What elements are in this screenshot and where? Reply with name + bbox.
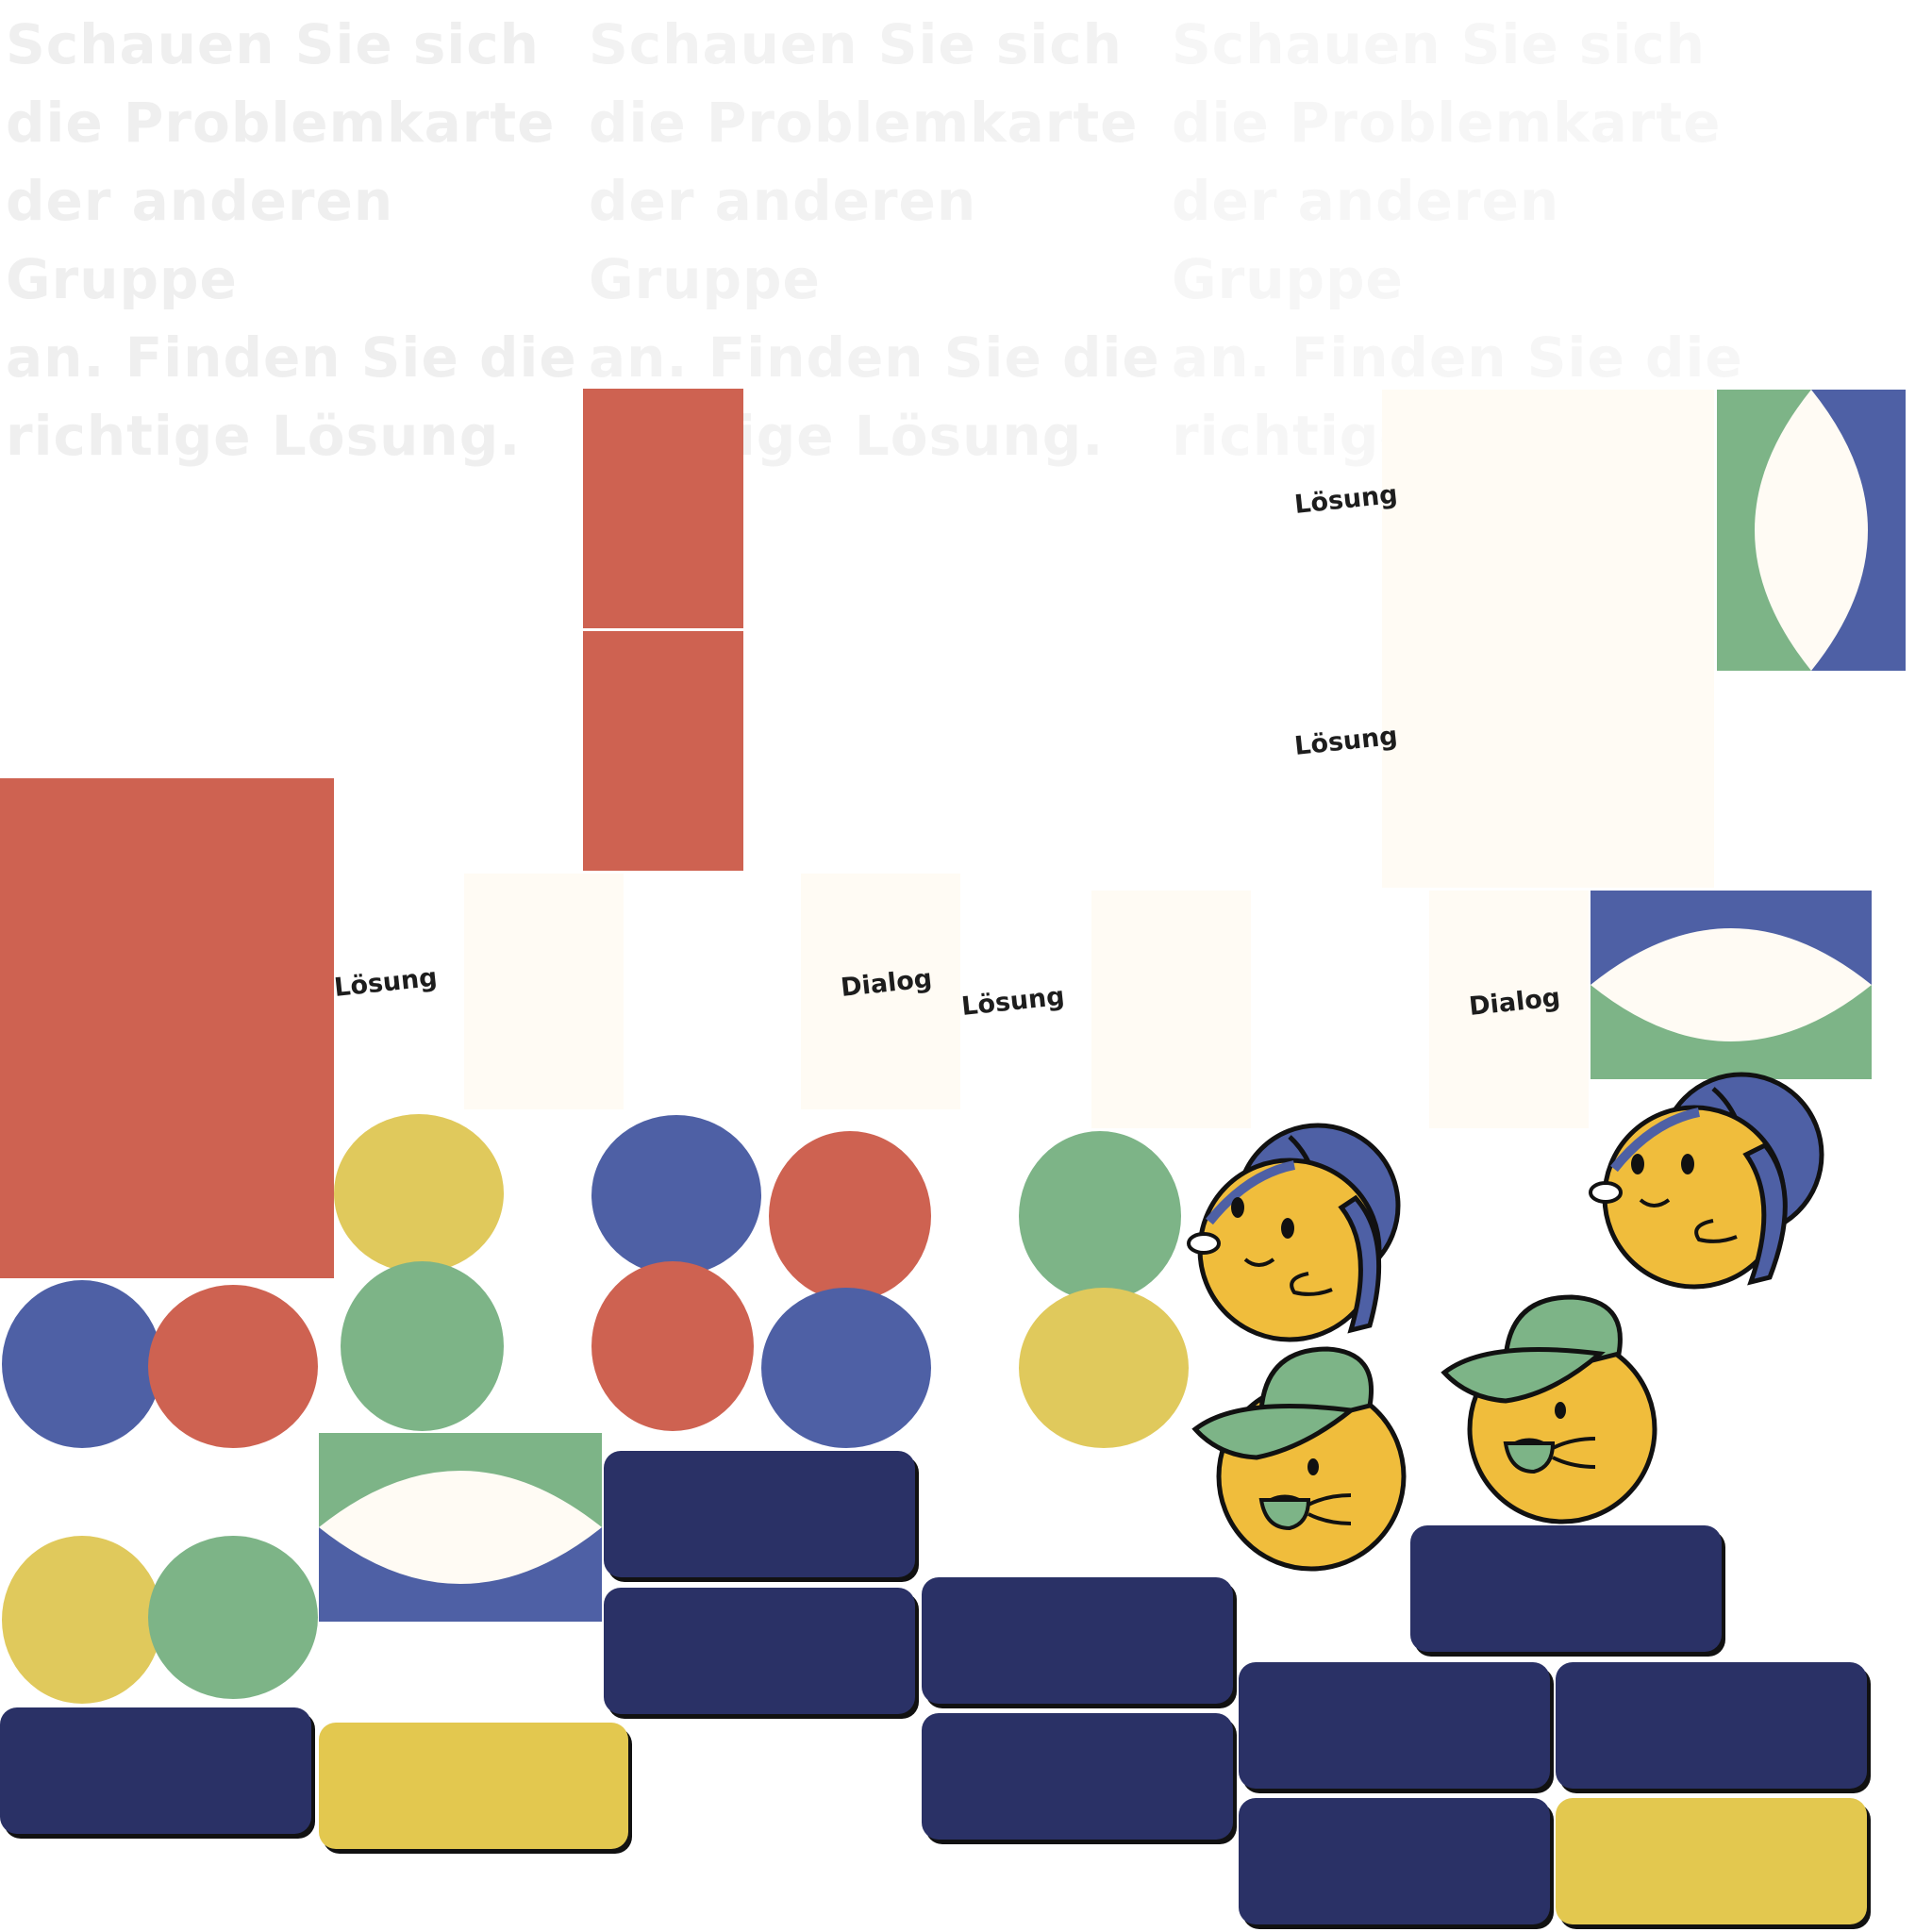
character-green-cap-icon: [1191, 1346, 1407, 1572]
cream-card-large-top[interactable]: [1382, 390, 1714, 631]
green-dot[interactable]: [1019, 1131, 1181, 1301]
gold-block[interactable]: [319, 1723, 628, 1849]
character-blue-cap-icon: [1589, 1072, 1824, 1290]
yellow-dot[interactable]: [2, 1536, 162, 1704]
red-dot[interactable]: [769, 1131, 931, 1301]
red-card-large[interactable]: [0, 778, 334, 1278]
cream-card-2[interactable]: [801, 874, 960, 1109]
yellow-dot[interactable]: [334, 1114, 504, 1273]
green-dot[interactable]: [148, 1536, 318, 1699]
navy-block[interactable]: [604, 1451, 915, 1577]
gold-block[interactable]: [1556, 1798, 1867, 1924]
solution-label-3: Lösung: [332, 962, 440, 1003]
red-dot[interactable]: [148, 1285, 318, 1448]
red-card-top[interactable]: [583, 389, 743, 628]
navy-block[interactable]: [922, 1713, 1233, 1840]
navy-block[interactable]: [1239, 1798, 1550, 1924]
green-dot[interactable]: [341, 1261, 504, 1431]
character-green-cap-icon: [1441, 1294, 1657, 1524]
navy-block[interactable]: [0, 1707, 311, 1834]
yellow-dot[interactable]: [1019, 1288, 1189, 1448]
prompt-text-1: Schauen Sie sich die Problemkarte der an…: [6, 12, 577, 468]
cream-card-large-bottom[interactable]: [1382, 631, 1714, 888]
blue-dot[interactable]: [761, 1288, 931, 1448]
red-dot[interactable]: [591, 1261, 754, 1431]
solution-label-4: Lösung: [959, 981, 1067, 1022]
cream-card-4[interactable]: [1429, 891, 1589, 1128]
lens-tile-icon[interactable]: [1591, 891, 1872, 1079]
blue-dot[interactable]: [591, 1115, 761, 1275]
character-blue-cap-icon: [1187, 1123, 1401, 1342]
cream-card-1[interactable]: [464, 874, 624, 1109]
navy-block[interactable]: [922, 1577, 1233, 1704]
red-card-bottom[interactable]: [583, 631, 743, 871]
navy-block[interactable]: [1556, 1662, 1867, 1789]
navy-block[interactable]: [604, 1588, 915, 1714]
lens-tile-icon[interactable]: [1717, 390, 1906, 671]
lens-tile-icon[interactable]: [319, 1433, 602, 1622]
cream-card-3[interactable]: [1091, 891, 1251, 1128]
blue-dot[interactable]: [2, 1280, 162, 1448]
navy-block[interactable]: [1239, 1662, 1550, 1789]
navy-block[interactable]: [1410, 1525, 1722, 1652]
